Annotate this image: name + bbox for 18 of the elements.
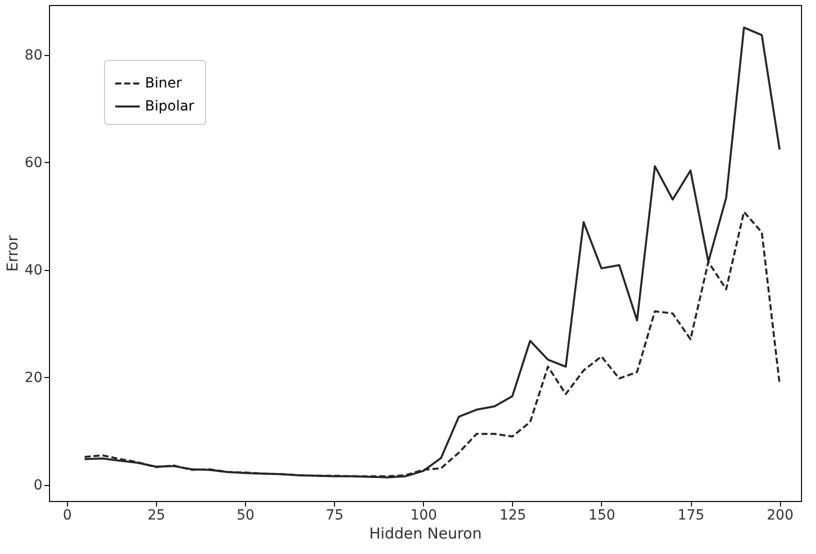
x-tick-label: 50 bbox=[236, 508, 254, 524]
x-tick-label: 175 bbox=[678, 508, 704, 524]
x-tick-label: 75 bbox=[326, 508, 344, 524]
x-tick-label: 0 bbox=[62, 508, 72, 524]
y-tick-label: 80 bbox=[24, 47, 42, 64]
legend-label: Biner bbox=[145, 76, 182, 92]
y-tick-label: 40 bbox=[24, 262, 42, 278]
x-tick-label: 25 bbox=[148, 508, 166, 524]
y-tick-label: 0 bbox=[34, 477, 42, 494]
x-tick-label: 125 bbox=[499, 508, 526, 524]
x-tick-label: 200 bbox=[766, 508, 794, 524]
y-axis-title: Error bbox=[4, 234, 22, 272]
y-tick-label: 60 bbox=[24, 154, 42, 171]
legend-label: Bipolar bbox=[145, 98, 194, 114]
x-tick-label: 150 bbox=[588, 508, 616, 524]
y-tick-label: 20 bbox=[24, 370, 42, 386]
x-tick-label: 100 bbox=[410, 508, 438, 524]
x-axis-title: Hidden Neuron bbox=[369, 524, 482, 542]
